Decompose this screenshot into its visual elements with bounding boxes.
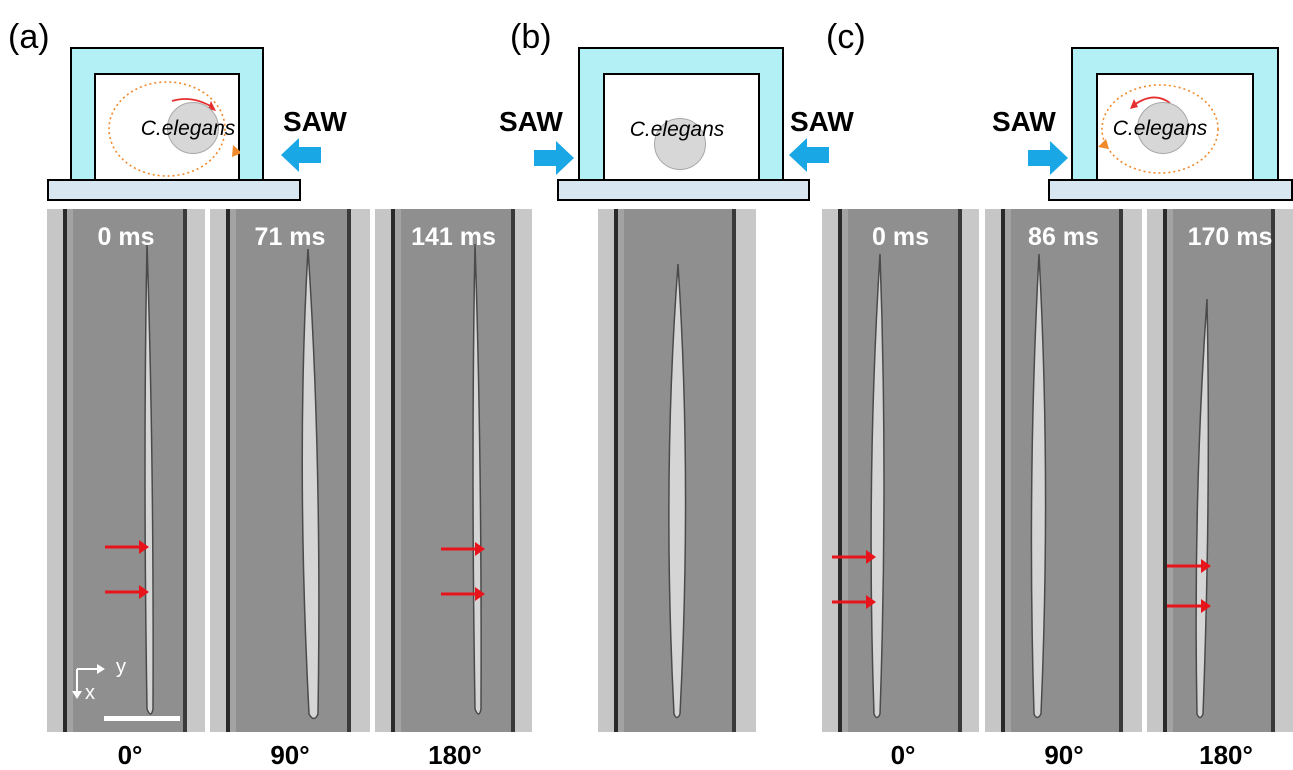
xy-axis-indicator [72, 664, 105, 699]
marker-arrows [105, 540, 149, 599]
rotation-indicator [1098, 84, 1219, 174]
counterclockwise-arrow [1133, 96, 1171, 106]
angle-label: 0° [890, 740, 916, 770]
micrograph-frame-2: 71 ms [210, 209, 370, 732]
panel-label-b: (b) [510, 18, 552, 56]
orbit-marker [232, 145, 240, 157]
saw-label-right: SAW [790, 106, 854, 137]
angle-label: 90° [1044, 740, 1084, 770]
frame-time-label: 71 ms [254, 223, 326, 251]
worm-cross-section [654, 118, 706, 170]
worm-cross-section [1137, 102, 1189, 154]
micrograph-image [375, 209, 532, 732]
worm-label: C.elegans [629, 118, 725, 141]
micrograph-image [210, 209, 370, 732]
counterclockwise-arrowhead [1130, 99, 1138, 109]
saw-arrow-icon [1028, 141, 1068, 175]
micrograph-frame-7: 170 ms [1147, 209, 1293, 732]
worm-cross-section [167, 102, 219, 154]
saw-label-left: SAW [499, 106, 563, 137]
angle-label: 180° [1199, 740, 1253, 770]
micrograph-frame-1: 0 ms y x [47, 209, 205, 732]
saw-label-right: SAW [283, 106, 347, 137]
marker-arrows [832, 550, 876, 609]
worm-label: C.elegans [140, 117, 236, 140]
orbit-path [108, 81, 226, 177]
axis-label-y: y [116, 656, 126, 678]
angle-label: 180° [428, 740, 482, 770]
orbit-path [1101, 84, 1219, 174]
angle-label: 90° [270, 740, 310, 770]
panel-label-c: (c) [826, 18, 866, 56]
scale-bar [104, 716, 180, 721]
micrograph-image [1147, 209, 1293, 732]
frame-time-label: 86 ms [1028, 223, 1099, 251]
panel-label-a: (a) [8, 18, 50, 56]
marker-arrows [1167, 559, 1211, 613]
micrograph-frame-6: 86 ms [985, 209, 1142, 732]
micrograph-frame-3: 141 ms [375, 209, 532, 732]
orbit-marker [1098, 139, 1109, 149]
micrograph-image [47, 209, 205, 732]
frame-time-label: 0 ms [872, 223, 929, 251]
angle-label: 0° [117, 740, 143, 770]
piezo-substrate [47, 179, 301, 201]
micrograph-frame-5: 0 ms [822, 209, 979, 732]
piezo-substrate [1048, 179, 1293, 201]
clockwise-arrow [171, 98, 213, 108]
saw-arrow-icon [534, 141, 574, 175]
saw-arrow-icon [789, 138, 829, 172]
piezo-substrate [557, 179, 810, 201]
micrograph-image [822, 209, 979, 732]
micrograph-frame-4 [598, 209, 756, 732]
worm-label: C.elegans [1112, 117, 1208, 140]
axis-label-x: x [85, 682, 95, 704]
frame-time-label: 170 ms [1187, 223, 1273, 251]
saw-arrow-icon [281, 138, 321, 172]
frame-time-label: 0 ms [97, 223, 155, 251]
micrograph-image [985, 209, 1142, 732]
micrograph-image [598, 209, 756, 732]
saw-label-left: SAW [992, 106, 1056, 137]
marker-arrows [441, 542, 485, 601]
frame-time-label: 141 ms [411, 223, 496, 251]
